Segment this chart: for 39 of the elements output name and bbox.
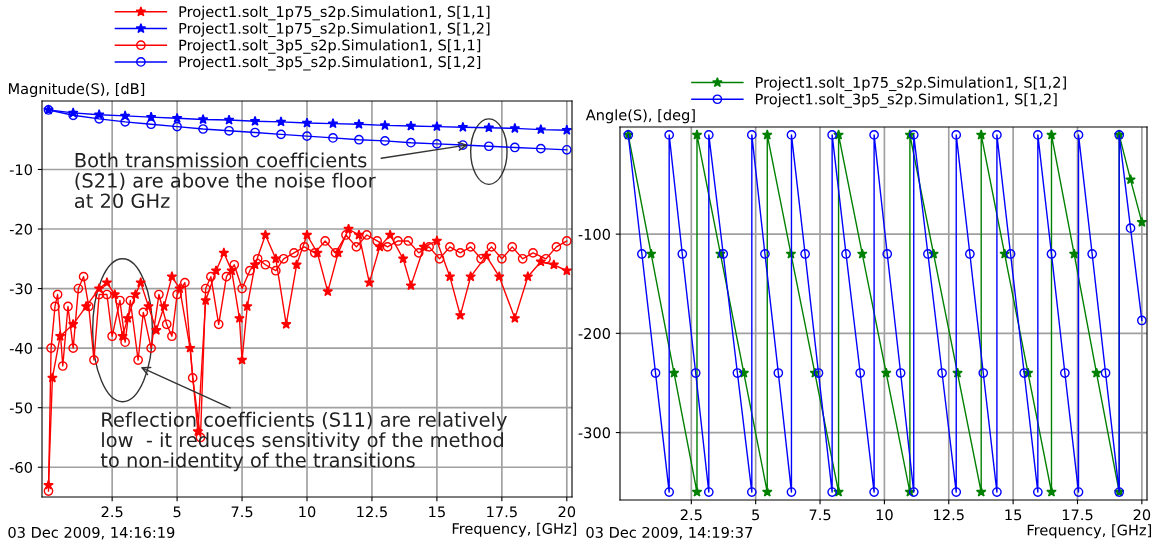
y-tick-label: -20: [9, 223, 32, 235]
x-tick-label: 17.5: [1062, 509, 1093, 521]
x-tick-label: 20: [558, 506, 576, 518]
legend-label: Project1.solt_3p5_s2p.Simulation1, S[1,1]: [179, 39, 481, 54]
x-tick-label: 5: [752, 509, 760, 521]
text: 03 Dec 2009, 14:19:37: [586, 526, 753, 540]
annotation: Both transmission coefficients (S21) are above the noise floor at 20 GHz: [74, 152, 376, 209]
y-axis-title: Magnitude(S), [dB]: [8, 82, 145, 98]
y-tick-label: -300: [578, 427, 610, 439]
y-tick-label: -10: [9, 164, 32, 176]
x-tick-label: 12.5: [357, 506, 387, 518]
legend-label: Project1.solt_1p75_s2p.Simulation1, S[1,2]: [756, 76, 1066, 92]
x-tick-label: 10: [299, 506, 316, 518]
y-tick-label: -40: [9, 342, 32, 354]
y-tick-label: -30: [9, 283, 32, 295]
legend-label: Project1.solt_1p75_s2p.Simulation1, S[1,1]: [179, 5, 490, 21]
x-tick-label: 2.5: [101, 506, 123, 518]
x-tick-label: 10: [876, 509, 893, 521]
legend-label: Project1.solt_3p5_s2p.Simulation1, S[1,2]: [756, 93, 1057, 108]
x-tick-label: 7.5: [231, 506, 253, 518]
x-tick-label: 15: [1005, 509, 1022, 521]
annotation: Reflection coefficients (S11) are relatively low - it reduces sensitivity of the method to non-identity of the transitions: [100, 411, 507, 472]
legend-label: Project1.solt_1p75_s2p.Simulation1, S[1,2]: [179, 22, 490, 38]
x-tick-label: 7.5: [809, 509, 831, 521]
y-axis-title: Angle(S), [deg]: [585, 109, 695, 124]
x-tick-label: 15: [429, 506, 445, 518]
text: 03 Dec 2009, 14:16:19: [8, 526, 175, 540]
x-tick-label: 2.5: [680, 509, 702, 521]
y-tick-label: -60: [9, 461, 32, 473]
x-tick-label: 20: [1133, 509, 1151, 521]
y-tick-label: -50: [9, 402, 32, 414]
x-axis-title: Frequency, [GHz]: [1027, 524, 1152, 539]
legend-label: Project1.solt_3p5_s2p.Simulation1, S[1,2]: [179, 55, 481, 71]
x-axis-title: Frequency, [GHz]: [452, 522, 577, 537]
y-tick-label: -100: [578, 228, 610, 240]
x-tick-label: 17.5: [487, 506, 517, 518]
x-tick-label: 5: [173, 506, 181, 518]
x-tick-label: 12.5: [934, 509, 964, 521]
y-tick-label: -200: [578, 328, 610, 340]
